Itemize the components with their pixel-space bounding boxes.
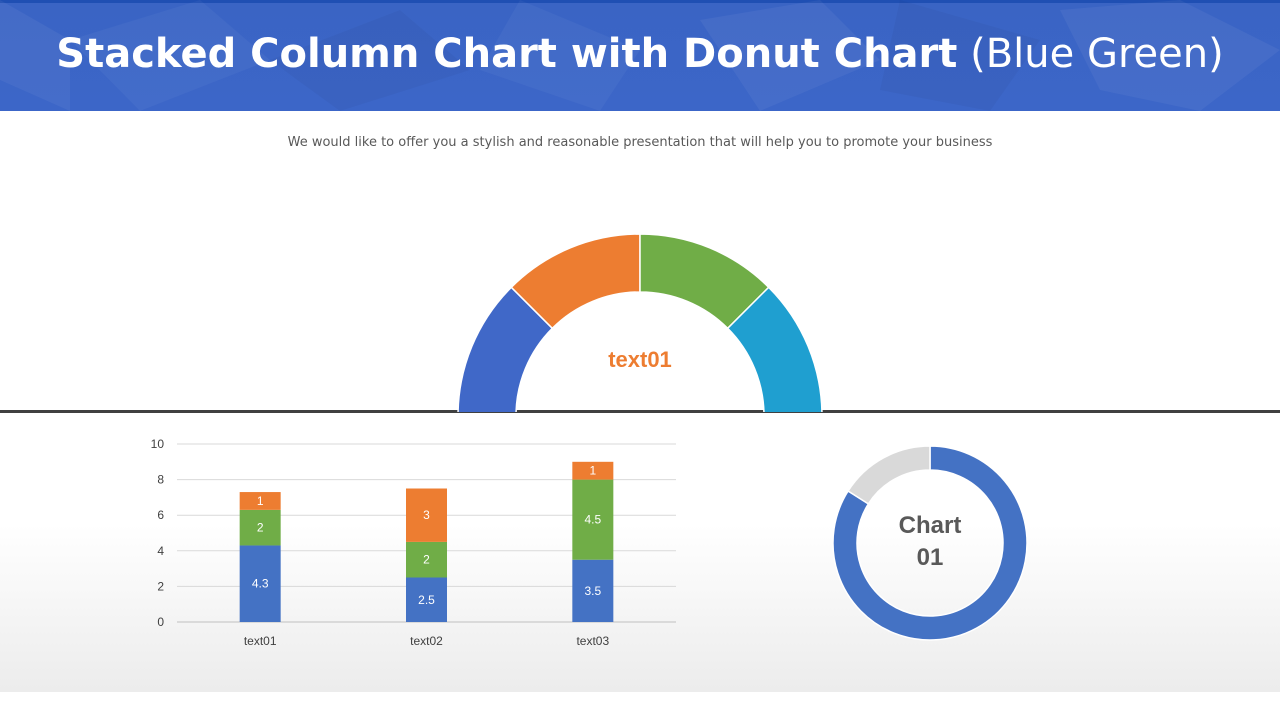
y-tick-label: 4 <box>157 544 164 558</box>
donut-label-line-1: Chart <box>898 512 962 539</box>
column-segment <box>239 492 281 510</box>
column-segment <box>406 488 447 542</box>
title-normal: (Blue Green) <box>957 31 1224 77</box>
column-segment <box>406 577 447 622</box>
column-segment <box>239 509 281 546</box>
y-tick-label: 8 <box>157 473 164 487</box>
page-subtitle: We would like to offer you a stylish and… <box>287 135 993 150</box>
data-label: 3 <box>423 508 430 522</box>
data-label: 4.3 <box>252 577 269 591</box>
y-tick-label: 2 <box>157 579 164 593</box>
column-segment <box>239 545 281 622</box>
bottom-panel <box>0 413 1280 692</box>
column-segment <box>406 541 447 578</box>
y-tick-label: 10 <box>151 437 165 451</box>
half-donut-chart: text01 <box>457 233 823 412</box>
data-label: 2 <box>423 553 430 567</box>
data-label: 1 <box>257 494 264 508</box>
header-pattern <box>0 0 1280 111</box>
y-tick-label: 0 <box>157 615 164 629</box>
donut-label-line-2: 01 <box>916 544 944 571</box>
title-bold: Stacked Column Chart with Donut Chart <box>56 31 958 77</box>
stacked-column-chart: 0 2 4 6 8 10 4.3 2 1 text01 2.5 2 3 text02 3.5 4.5 1 text… <box>151 437 676 648</box>
half-donut-center-label: text01 <box>608 347 672 372</box>
x-category-label: text03 <box>576 634 609 648</box>
half-donut-slice-4 <box>726 286 823 412</box>
donut-slice-2 <box>847 445 931 505</box>
data-label: 1 <box>589 464 596 478</box>
column-segment <box>572 559 614 622</box>
donut-center-label: Chart 01 <box>880 510 980 574</box>
x-category-label: text01 <box>244 634 277 648</box>
data-label: 2.5 <box>418 593 435 607</box>
donut-chart <box>832 445 1028 641</box>
data-label: 2 <box>257 521 264 535</box>
column-segment <box>572 461 614 480</box>
page-title: Stacked Column Chart with Donut Chart (B… <box>0 28 1280 80</box>
section-divider <box>0 410 1280 413</box>
data-label: 4.5 <box>584 513 601 527</box>
column-segment <box>572 479 614 560</box>
data-label: 3.5 <box>584 584 601 598</box>
donut-slice-1 <box>832 445 1028 641</box>
header-top-line <box>0 0 1280 3</box>
x-category-label: text02 <box>410 634 443 648</box>
header-banner: Stacked Column Chart with Donut Chart (B… <box>0 0 1280 111</box>
y-tick-label: 6 <box>157 508 164 522</box>
